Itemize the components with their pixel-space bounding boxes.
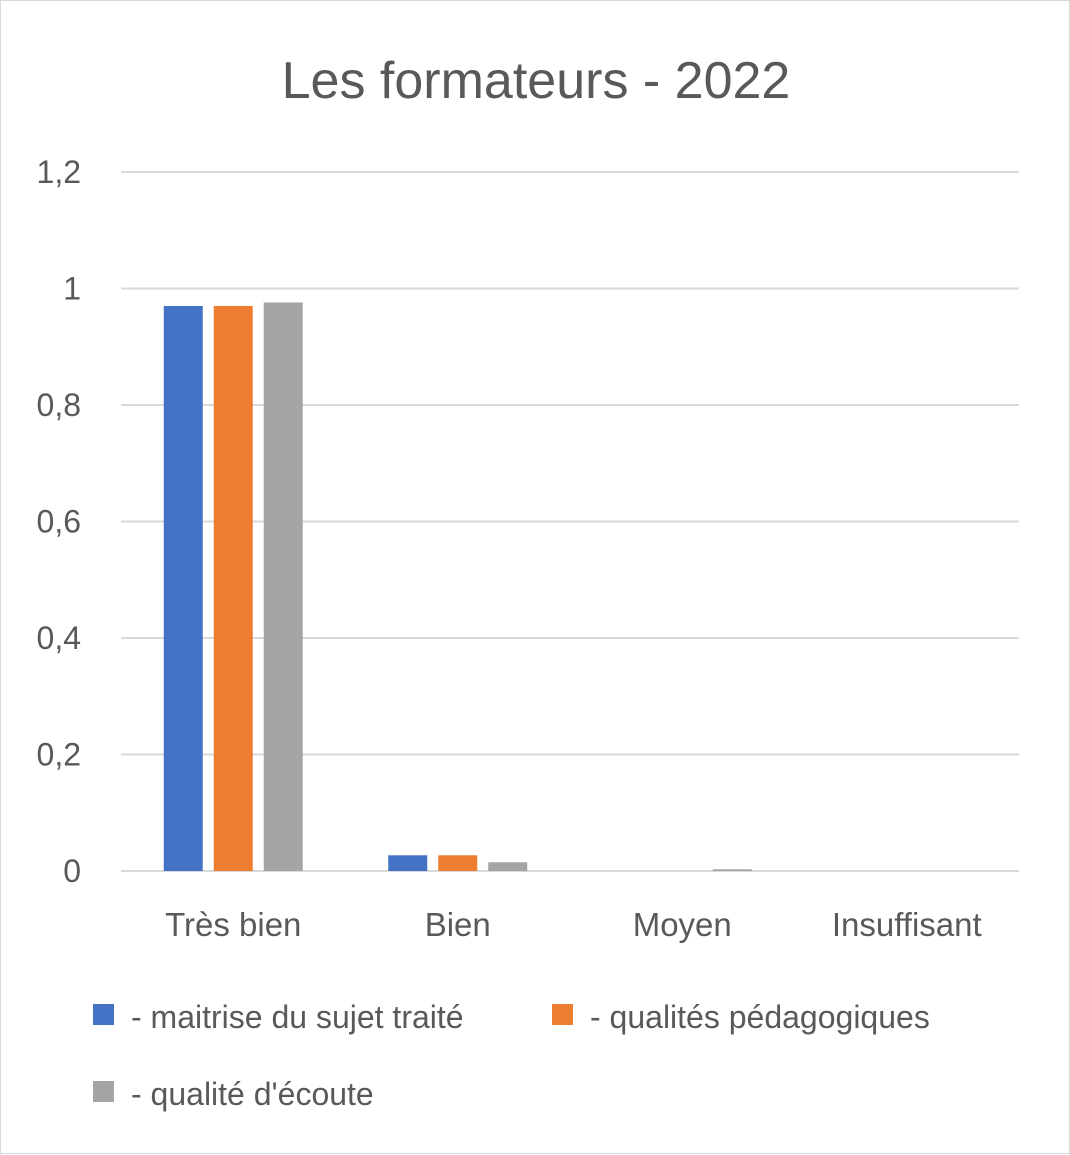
- y-axis-ticks: 0 0,2 0,4 0,6 0,8 1 1,2: [37, 154, 81, 889]
- bar: [488, 862, 528, 871]
- legend-swatch: [93, 1004, 114, 1025]
- chart-title: Les formateurs - 2022: [282, 52, 791, 110]
- gridlines: [121, 171, 1019, 872]
- bar: [163, 305, 203, 872]
- bar: [388, 855, 428, 871]
- y-tick-label: 0,2: [37, 737, 81, 773]
- legend-item: - qualité d'écoute: [93, 1076, 374, 1112]
- y-tick-label: 0,4: [37, 620, 81, 656]
- legend-item: - maitrise du sujet traité: [93, 999, 464, 1035]
- y-tick-label: 0: [63, 853, 81, 889]
- x-tick-label: Bien: [425, 906, 491, 943]
- y-tick-label: 0,8: [37, 387, 81, 423]
- y-tick-label: 0,6: [37, 504, 81, 540]
- y-tick-label: 1,2: [37, 154, 81, 190]
- legend-item: - qualités pédagogiques: [552, 999, 930, 1035]
- bars: [163, 302, 752, 872]
- legend-label: - qualités pédagogiques: [590, 999, 930, 1035]
- legend: - maitrise du sujet traité - qualités péd…: [93, 999, 930, 1112]
- legend-label: - maitrise du sujet traité: [131, 999, 464, 1035]
- bar: [438, 855, 478, 871]
- bar: [263, 302, 303, 872]
- bar: [213, 305, 253, 872]
- y-tick-label: 1: [63, 271, 81, 307]
- x-tick-label: Moyen: [633, 906, 732, 943]
- bar: [712, 869, 752, 871]
- x-tick-label: Insuffisant: [832, 906, 982, 943]
- legend-swatch: [93, 1081, 114, 1102]
- legend-label: - qualité d'écoute: [131, 1076, 374, 1112]
- legend-swatch: [552, 1004, 573, 1025]
- x-axis-labels: Très bien Bien Moyen Insuffisant: [165, 906, 982, 943]
- x-tick-label: Très bien: [165, 906, 301, 943]
